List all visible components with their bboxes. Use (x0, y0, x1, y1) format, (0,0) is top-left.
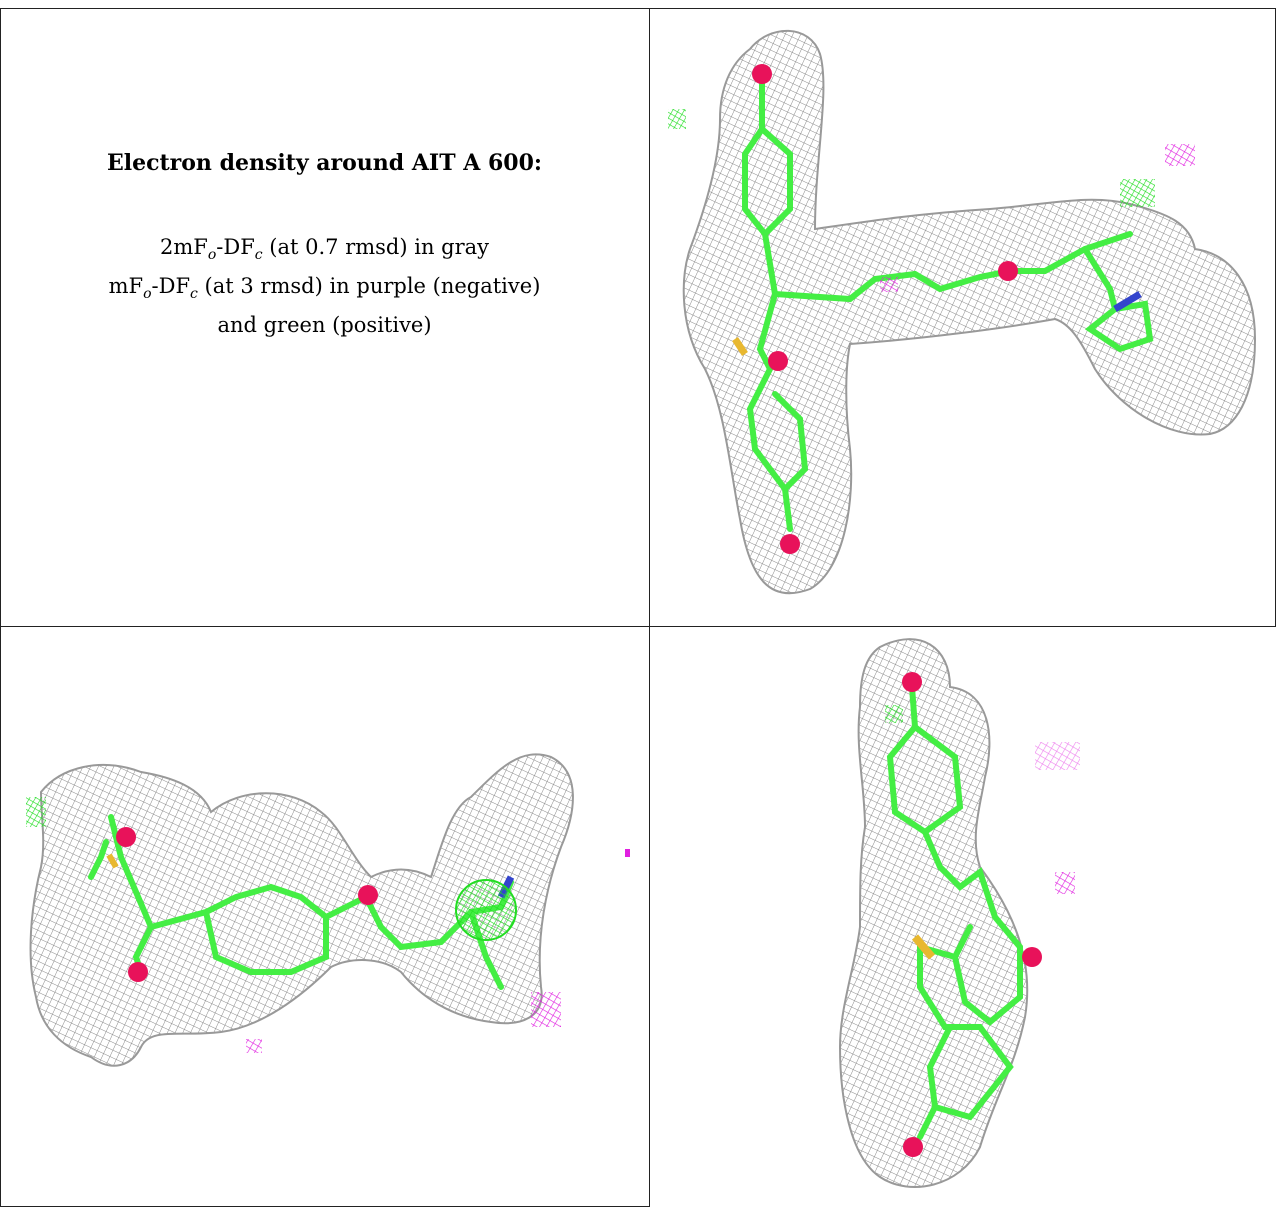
oxygen-atom (903, 1137, 923, 1157)
density-2fofc-mesh (838, 638, 1029, 1188)
table-top-border (0, 8, 1276, 9)
table-left-border (0, 8, 1, 1207)
oxygen-atom (128, 962, 148, 982)
sulfur-atom (732, 337, 748, 356)
table-divider (649, 8, 650, 1207)
density-2fofc-mesh (29, 753, 574, 1067)
negative-difference-density (625, 849, 630, 857)
ligand-bonds (742, 76, 1154, 532)
table-middle-border (0, 626, 1276, 627)
negative-difference-density (246, 1039, 262, 1053)
positive-difference-density (455, 879, 517, 941)
oxygen-atom (1022, 947, 1042, 967)
ligand-bonds (886, 684, 1023, 1140)
positive-difference-density (668, 109, 686, 129)
sulfur-atom (106, 853, 119, 869)
oxygen-atom (752, 64, 772, 84)
density-view-top-right (668, 29, 1257, 595)
density-view-bottom-left (26, 753, 630, 1067)
caption-line-2fofc: 2mFo-DFc (at 0.7 rmsd) in gray (159, 235, 490, 264)
oxygen-atom (768, 351, 788, 371)
oxygen-atom (116, 827, 136, 847)
negative-difference-density (1035, 742, 1080, 770)
caption-title: Electron density around AIT A 600: (106, 150, 543, 176)
nitrogen-atom (1113, 290, 1142, 313)
negative-difference-density (531, 992, 561, 1027)
caption-line-fofc: mFo-DFc (at 3 rmsd) in purple (negative) (108, 274, 541, 303)
sulfur-atom (911, 934, 936, 960)
oxygen-atom (780, 534, 800, 554)
caption-cell: Electron density around AIT A 600: 2mFo-… (12, 150, 637, 341)
positive-difference-density (1120, 179, 1155, 207)
negative-difference-density (1165, 144, 1195, 166)
positive-difference-density (885, 705, 903, 723)
caption-line-colors: and green (positive) (217, 313, 432, 338)
density-view-bottom-right (838, 638, 1080, 1188)
oxygen-atom (358, 885, 378, 905)
negative-difference-density (880, 277, 898, 292)
negative-difference-density (1055, 872, 1075, 894)
density-2fofc-mesh (682, 29, 1257, 595)
positive-difference-density (26, 797, 46, 827)
oxygen-atom (998, 261, 1018, 281)
oxygen-atom (902, 672, 922, 692)
